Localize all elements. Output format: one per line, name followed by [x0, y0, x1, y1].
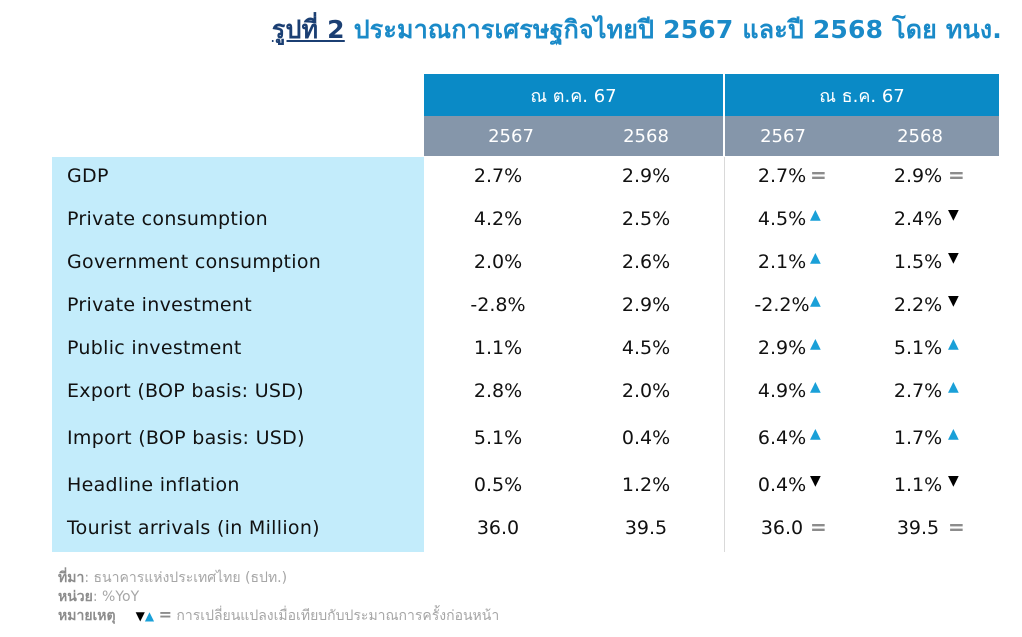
row-label: Tourist arrivals (in Million)	[67, 517, 320, 539]
source-label: ที่มา	[58, 570, 85, 586]
up-arrow-icon: ▲	[948, 379, 959, 395]
down-arrow-icon: ▼	[948, 207, 959, 223]
row-label: Headline inflation	[67, 474, 240, 496]
up-arrow-icon: ▲	[810, 379, 821, 395]
figure-title-text: ประมาณการเศรษฐกิจไทยปี 2567 และปี 2568 โ…	[353, 15, 1002, 44]
down-arrow-icon: ▼	[810, 473, 821, 489]
table-row: GDP 2.7% 2.9% 2.7% = 2.9% =	[52, 158, 1002, 194]
value-cell: 2.4%	[893, 208, 943, 230]
value-cell: 36.0	[760, 517, 804, 539]
value-cell: 1.2%	[621, 474, 671, 496]
table-row: Public investment 1.1% 4.5% 2.9% ▲ 5.1% ▲	[52, 330, 1002, 366]
source-note: ที่มา: ธนาคารแห่งประเทศไทย (ธปท.)	[58, 567, 287, 589]
equal-icon: =	[948, 163, 965, 187]
value-cell: 0.4%	[757, 474, 807, 496]
value-cell: 1.7%	[893, 427, 943, 449]
value-cell: 0.5%	[473, 474, 523, 496]
value-cell: 39.5	[896, 517, 940, 539]
table-row: Headline inflation 0.5% 1.2% 0.4% ▼ 1.1% ▼	[52, 467, 1002, 503]
group-header-dec: ณ ธ.ค. 67	[725, 74, 999, 116]
row-label: Private consumption	[67, 208, 268, 230]
value-cell: 2.9%	[893, 165, 943, 187]
year-header-dec: 2567 2568	[725, 116, 999, 156]
up-arrow-icon: ▲	[144, 609, 155, 623]
unit-note: หน่วย: %YoY	[58, 586, 139, 608]
up-arrow-icon: ▲	[810, 293, 821, 309]
value-cell: 4.9%	[757, 380, 807, 402]
table-row: Import (BOP basis: USD) 5.1% 0.4% 6.4% ▲ 1.7%…	[52, 420, 1002, 456]
value-cell: 2.1%	[757, 251, 807, 273]
down-arrow-icon: ▼	[948, 473, 959, 489]
row-label: GDP	[67, 165, 109, 187]
value-cell: 36.0	[476, 517, 520, 539]
up-arrow-icon: ▲	[948, 336, 959, 352]
note-text: การเปลี่ยนแปลงเมื่อเทียบกับประมาณการครั้…	[176, 608, 500, 624]
equal-icon: =	[948, 515, 965, 539]
note-label: หมายเหตุ	[58, 608, 116, 624]
down-arrow-icon: ▼	[135, 609, 145, 623]
up-arrow-icon: ▲	[810, 207, 821, 223]
year-header-cell: 2567	[488, 125, 534, 147]
value-cell: 2.7%	[473, 165, 523, 187]
up-arrow-icon: ▲	[810, 336, 821, 352]
row-label: Government consumption	[67, 251, 322, 273]
value-cell: 4.5%	[621, 337, 671, 359]
equal-icon: =	[158, 605, 172, 624]
equal-icon: =	[810, 163, 827, 187]
value-cell: 1.1%	[473, 337, 523, 359]
figure-title: รูปที่ 2 ประมาณการเศรษฐกิจไทยปี 2567 และ…	[272, 10, 1002, 50]
table-row: Private consumption 4.2% 2.5% 4.5% ▲ 2.4% ▼	[52, 201, 1002, 237]
value-cell: -2.2%	[754, 294, 810, 316]
source-text: : ธนาคารแห่งประเทศไทย (ธปท.)	[84, 570, 288, 586]
value-cell: 1.1%	[893, 474, 943, 496]
column-divider	[724, 157, 725, 552]
row-label: Export (BOP basis: USD)	[67, 380, 304, 402]
up-arrow-icon: ▲	[810, 426, 821, 442]
year-header-cell: 2568	[623, 125, 669, 147]
value-cell: 5.1%	[473, 427, 523, 449]
table-row: Private investment -2.8% 2.9% -2.2% ▲ 2.2% ▼	[52, 287, 1002, 323]
value-cell: 2.5%	[621, 208, 671, 230]
value-cell: 39.5	[624, 517, 668, 539]
legend-note: หมายเหตุ ▼▲ = การเปลี่ยนแปลงเมื่อเทียบกับ…	[58, 605, 499, 627]
value-cell: 2.0%	[621, 380, 671, 402]
year-header-cell: 2567	[760, 125, 806, 147]
value-cell: 5.1%	[893, 337, 943, 359]
table-row: Tourist arrivals (in Million) 36.0 39.5 36.…	[52, 510, 1002, 546]
label-column-background	[52, 157, 424, 552]
table-row: Government consumption 2.0% 2.6% 2.1% ▲ 1.5% ▼	[52, 244, 1002, 280]
value-cell: 2.9%	[621, 165, 671, 187]
value-cell: -2.8%	[470, 294, 526, 316]
unit-label: หน่วย	[58, 589, 93, 605]
figure-number: รูปที่ 2	[271, 15, 345, 44]
value-cell: 0.4%	[621, 427, 671, 449]
up-arrow-icon: ▲	[810, 250, 821, 266]
year-header-cell: 2568	[897, 125, 943, 147]
value-cell: 4.2%	[473, 208, 523, 230]
value-cell: 2.9%	[621, 294, 671, 316]
up-arrow-icon: ▲	[948, 426, 959, 442]
down-arrow-icon: ▼	[948, 250, 959, 266]
value-cell: 2.6%	[621, 251, 671, 273]
year-header-oct: 2567 2568	[424, 116, 723, 156]
down-arrow-icon: ▼	[948, 293, 959, 309]
value-cell: 2.7%	[893, 380, 943, 402]
value-cell: 4.5%	[757, 208, 807, 230]
group-header-oct: ณ ต.ค. 67	[424, 74, 723, 116]
row-label: Import (BOP basis: USD)	[67, 427, 305, 449]
value-cell: 1.5%	[893, 251, 943, 273]
equal-icon: =	[810, 515, 827, 539]
value-cell: 2.2%	[893, 294, 943, 316]
unit-text: : %YoY	[92, 589, 140, 605]
value-cell: 2.7%	[757, 165, 807, 187]
value-cell: 6.4%	[757, 427, 807, 449]
table-row: Export (BOP basis: USD) 2.8% 2.0% 4.9% ▲ 2.7%…	[52, 373, 1002, 409]
value-cell: 2.9%	[757, 337, 807, 359]
value-cell: 2.8%	[473, 380, 523, 402]
row-label: Private investment	[67, 294, 252, 316]
value-cell: 2.0%	[473, 251, 523, 273]
row-label: Public investment	[67, 337, 242, 359]
